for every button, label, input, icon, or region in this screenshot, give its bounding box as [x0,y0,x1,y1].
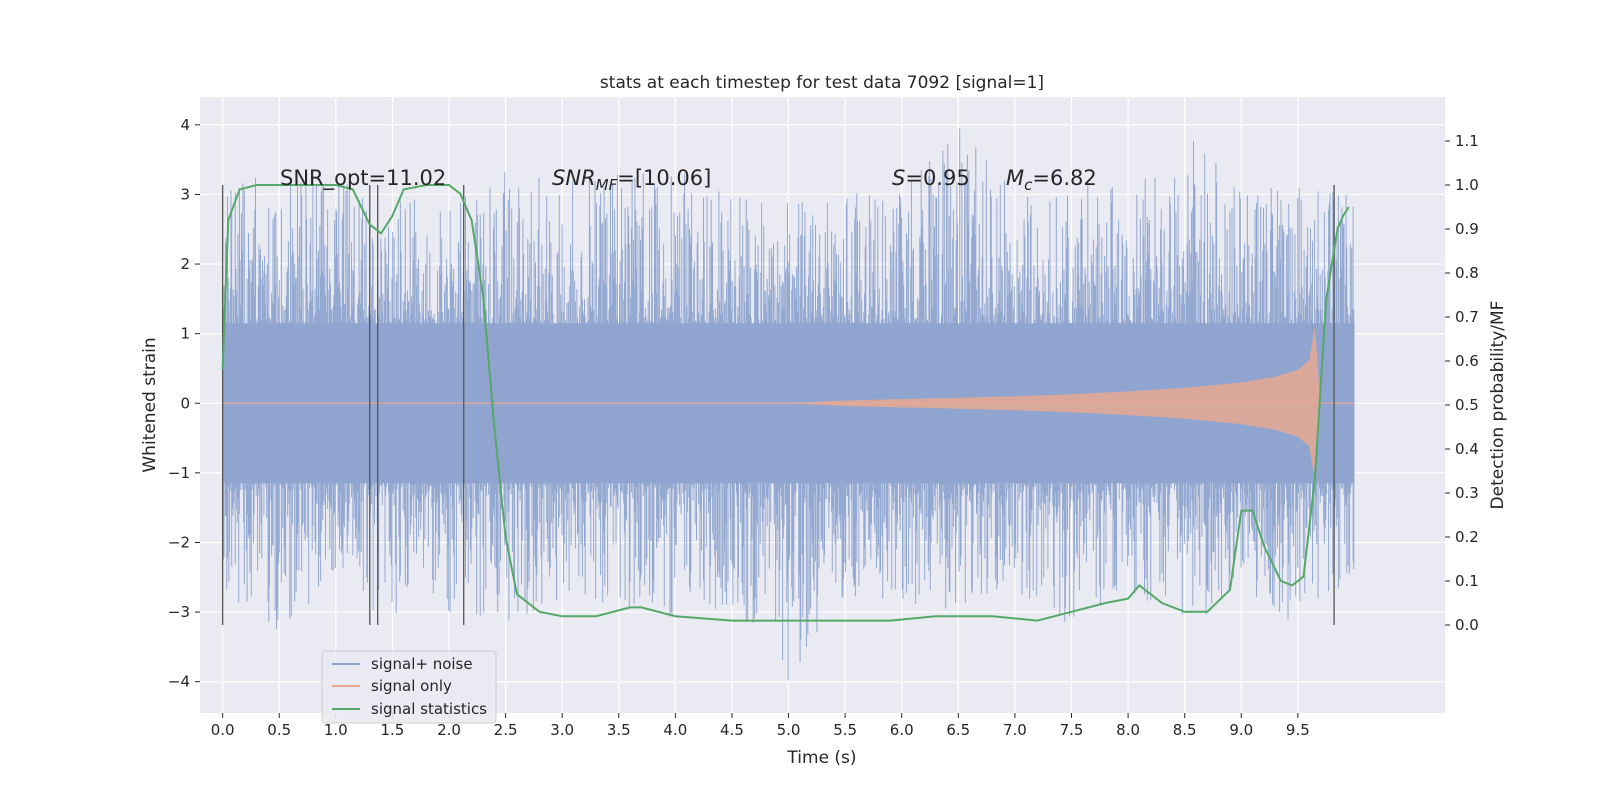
y-tick-label-8: 4 [180,116,190,134]
y2-tick-label-1: 0.1 [1455,572,1479,590]
x-tick-label-15: 7.5 [1060,721,1084,739]
y2-tick-label-10: 1.0 [1455,176,1479,194]
x-tick-label-18: 9.0 [1229,721,1253,739]
annotation-snr-mf: SNRMF=[10.06] [552,166,711,194]
x-tick-label-11: 5.5 [833,721,857,739]
annotation-mc-value: =6.82 [1032,166,1096,190]
legend-label-noise: signal+ noise [371,655,473,673]
x-tick-label-9: 4.5 [720,721,744,739]
y2-tick-label-8: 0.8 [1455,264,1479,282]
legend-label-signal-only: signal only [371,677,452,695]
y-tick-label-7: 3 [180,185,190,203]
x-tick-label-5: 2.5 [494,721,518,739]
y2-tick-label-3: 0.3 [1455,484,1479,502]
y-tick-label-6: 2 [180,255,190,273]
annotation-mc-base: M [1006,166,1024,190]
legend-label-statistics: signal statistics [371,700,487,718]
annotation-mc-sub: c [1024,176,1033,194]
y-axis-label: Whitened strain [140,337,160,472]
x-tick-label-1: 0.5 [267,721,291,739]
y-tick-label-5: 1 [180,325,190,343]
annotation-snr-opt: SNR_opt=11.02 [280,166,446,191]
y2-tick-label-7: 0.7 [1455,308,1479,326]
x-tick-label-3: 1.5 [380,721,404,739]
y2-tick-label-9: 0.9 [1455,220,1479,238]
series-signal-only [222,326,1355,480]
series-signal-statistics [221,184,1350,622]
x-ticks: 0.0 0.5 1.0 1.5 2.0 2.5 3.0 3.5 4.0 4.5 5.0 5.5 6.0 6… [211,713,1310,739]
legend: signal+ noise signal only signal statist… [321,650,497,724]
y2-tick-label-11: 1.1 [1455,132,1479,150]
x-tick-label-19: 9.5 [1286,721,1310,739]
y-ticks: −4 −3 −2 −1 0 1 2 3 4 [168,116,200,691]
statistics-line [221,184,1350,622]
annotation-s-base: S [892,166,905,190]
y-tick-label-3: −1 [168,464,190,482]
annotation-s: S=0.95 [892,166,970,190]
x-tick-label-4: 2.0 [437,721,461,739]
y-tick-label-1: −3 [168,603,190,621]
x-tick-label-2: 1.0 [324,721,348,739]
x-tick-label-16: 8.0 [1116,721,1140,739]
x-tick-label-7: 3.5 [607,721,631,739]
x-tick-label-13: 6.5 [946,721,970,739]
x-tick-label-0: 0.0 [211,721,235,739]
x-tick-label-14: 7.0 [1003,721,1027,739]
y2-tick-label-0: 0.0 [1455,616,1479,634]
x-tick-label-17: 8.5 [1173,721,1197,739]
y2-axis-label: Detection probability/MF [1488,301,1508,510]
chart-title: stats at each timestep for test data 709… [600,73,1044,93]
x-tick-label-10: 5.0 [777,721,801,739]
x-tick-label-8: 4.0 [663,721,687,739]
y2-tick-label-6: 0.6 [1455,352,1479,370]
annotation-s-value: =0.95 [905,166,969,190]
y2-tick-label-5: 0.5 [1455,396,1479,414]
y-tick-label-0: −4 [168,673,190,691]
y2-tick-label-2: 0.2 [1455,528,1479,546]
legend-box [321,650,497,724]
y-tick-label-4: 0 [180,394,190,412]
annotation-mc: Mc=6.82 [1006,166,1097,194]
y2-tick-label-4: 0.4 [1455,440,1479,458]
x-axis-label: Time (s) [786,748,856,768]
annotation-snr-mf-base: SNR [552,166,596,190]
y-tick-label-2: −2 [168,533,190,551]
vertical-markers [221,185,1335,625]
x-tick-label-12: 6.0 [890,721,914,739]
annotation-snr-mf-value: =[10.06] [617,166,711,190]
x-tick-label-6: 3.0 [550,721,574,739]
annotation-snr-mf-sub: MF [596,176,618,194]
y2-ticks: 0.0 0.1 0.2 0.3 0.4 0.5 0.6 0.7 0.8 0.9 1.0 1.1 [1445,132,1479,634]
